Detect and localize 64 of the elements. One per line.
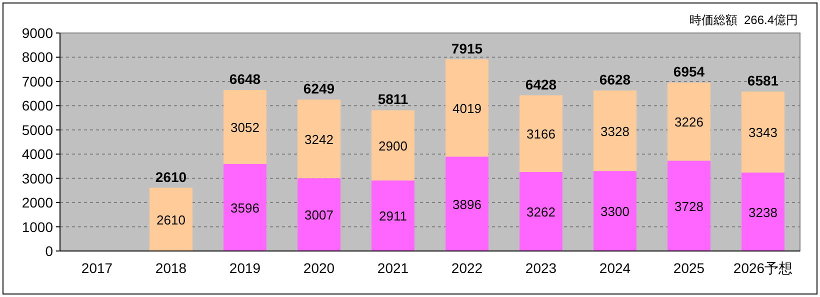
y-tick-label: 4000 xyxy=(22,146,54,162)
data-label: 3262 xyxy=(526,204,556,220)
bar xyxy=(298,100,340,178)
data-label: 3226 xyxy=(674,114,704,130)
x-tick-label: 2026予想 xyxy=(733,260,793,276)
y-tick-label: 1000 xyxy=(22,218,54,235)
x-tick-label: 2021 xyxy=(377,260,409,276)
total-label: 6428 xyxy=(525,76,557,92)
bar xyxy=(298,178,340,251)
x-tick-label: 2025 xyxy=(673,260,705,276)
bar xyxy=(742,92,784,173)
y-tick-label: 0 xyxy=(45,243,54,259)
total-label: 6648 xyxy=(229,70,261,87)
y-tick-label: 7000 xyxy=(22,73,54,90)
total-label: 7915 xyxy=(451,40,483,56)
y-tick-label: 2000 xyxy=(22,194,54,211)
bar xyxy=(372,110,414,180)
data-label: 3896 xyxy=(452,196,482,212)
total-label: 6954 xyxy=(673,64,705,80)
data-label: 2900 xyxy=(378,138,408,154)
x-tick-label: 2019 xyxy=(229,260,261,276)
x-tick-label: 2020 xyxy=(303,260,335,276)
data-label: 2911 xyxy=(379,208,407,224)
y-tick-label: 9000 xyxy=(22,25,54,41)
y-tick-label: 3000 xyxy=(22,170,54,186)
x-tick-label: 2018 xyxy=(155,260,187,276)
data-label: 3300 xyxy=(600,204,630,220)
bar xyxy=(520,95,562,172)
data-label: 3343 xyxy=(748,125,778,140)
x-tick-label: 2017 xyxy=(81,260,113,276)
bar xyxy=(742,172,784,251)
total-label: 2610 xyxy=(155,168,187,185)
data-label: 3166 xyxy=(526,126,556,142)
data-label: 2610 xyxy=(156,212,186,228)
x-tick-label: 2023 xyxy=(525,260,557,276)
bar xyxy=(224,90,266,164)
data-label: 4019 xyxy=(452,100,482,116)
text: 時価総額 266.4億円 xyxy=(689,13,798,27)
data-label: 3728 xyxy=(674,198,704,214)
total-label: 6628 xyxy=(599,71,631,88)
total-label: 6581 xyxy=(747,72,779,89)
data-label: 3052 xyxy=(230,120,260,135)
data-label: 3328 xyxy=(600,124,630,139)
x-tick-label: 2024 xyxy=(599,260,631,276)
x-tick-label: 2022 xyxy=(451,260,483,276)
data-label: 3242 xyxy=(304,132,334,147)
bar xyxy=(668,160,710,251)
bar xyxy=(594,90,636,172)
y-tick-label: 6000 xyxy=(22,98,54,114)
bar xyxy=(150,188,192,251)
total-label: 5811 xyxy=(378,91,408,108)
bar xyxy=(446,156,488,251)
bar xyxy=(224,164,266,251)
bar xyxy=(372,180,414,251)
bar xyxy=(446,59,488,157)
y-tick-label: 8000 xyxy=(22,49,54,66)
data-label: 3007 xyxy=(304,208,334,223)
total-label: 6249 xyxy=(303,80,335,97)
y-tick-label: 5000 xyxy=(22,122,54,138)
data-label: 3238 xyxy=(748,204,778,220)
bar xyxy=(520,172,562,251)
data-label: 3596 xyxy=(230,200,260,216)
bar xyxy=(668,82,710,161)
bar xyxy=(594,171,636,251)
